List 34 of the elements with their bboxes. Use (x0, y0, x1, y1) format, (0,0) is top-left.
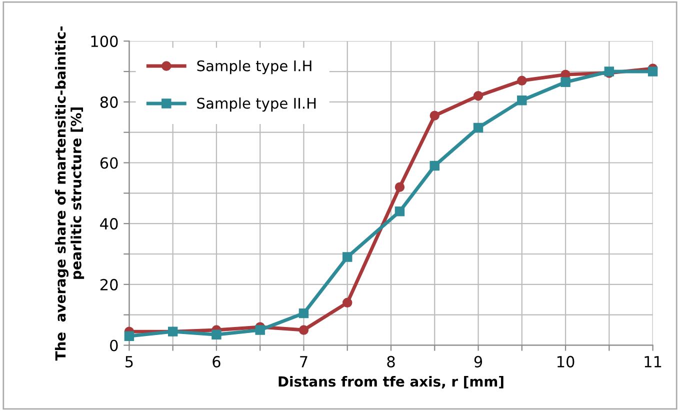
x-tick-label: 11 (644, 356, 662, 368)
point (430, 160, 440, 171)
point (517, 96, 527, 106)
point (124, 331, 134, 341)
point (517, 76, 527, 86)
y-tick-label: 60 (100, 157, 118, 169)
point (648, 66, 658, 76)
x-tick-label: 5 (126, 356, 133, 368)
y-tick-label: 40 (100, 218, 118, 230)
point (473, 90, 484, 101)
y-tick-label: 0 (110, 340, 118, 352)
point (342, 298, 352, 308)
point (394, 182, 405, 192)
x-axis-title: Distans from tfe axis, r [mm] (278, 376, 504, 389)
x-tick-label: 9 (474, 356, 482, 368)
x-tick-label: 8 (387, 356, 395, 368)
y-tick-label: 80 (100, 96, 118, 108)
x-tick-label: 7 (300, 356, 308, 368)
y-tick-label: 100 (91, 36, 118, 48)
point (298, 308, 309, 318)
legend-label: Sample type II.H (197, 98, 316, 112)
point (342, 252, 352, 262)
point (255, 325, 265, 335)
y-axis-title: The average share of martensitic-bainitic- pearlitic structure [%] (54, 26, 84, 361)
point (394, 206, 405, 216)
point (473, 122, 484, 133)
point (298, 325, 309, 335)
x-tick-label: 6 (212, 356, 220, 368)
x-tick-label: 10 (557, 356, 574, 368)
legend-label: Sample type I.H (197, 60, 312, 74)
point (430, 110, 440, 120)
point (212, 330, 222, 340)
y-tick-label: 20 (100, 278, 118, 290)
point (560, 77, 570, 88)
